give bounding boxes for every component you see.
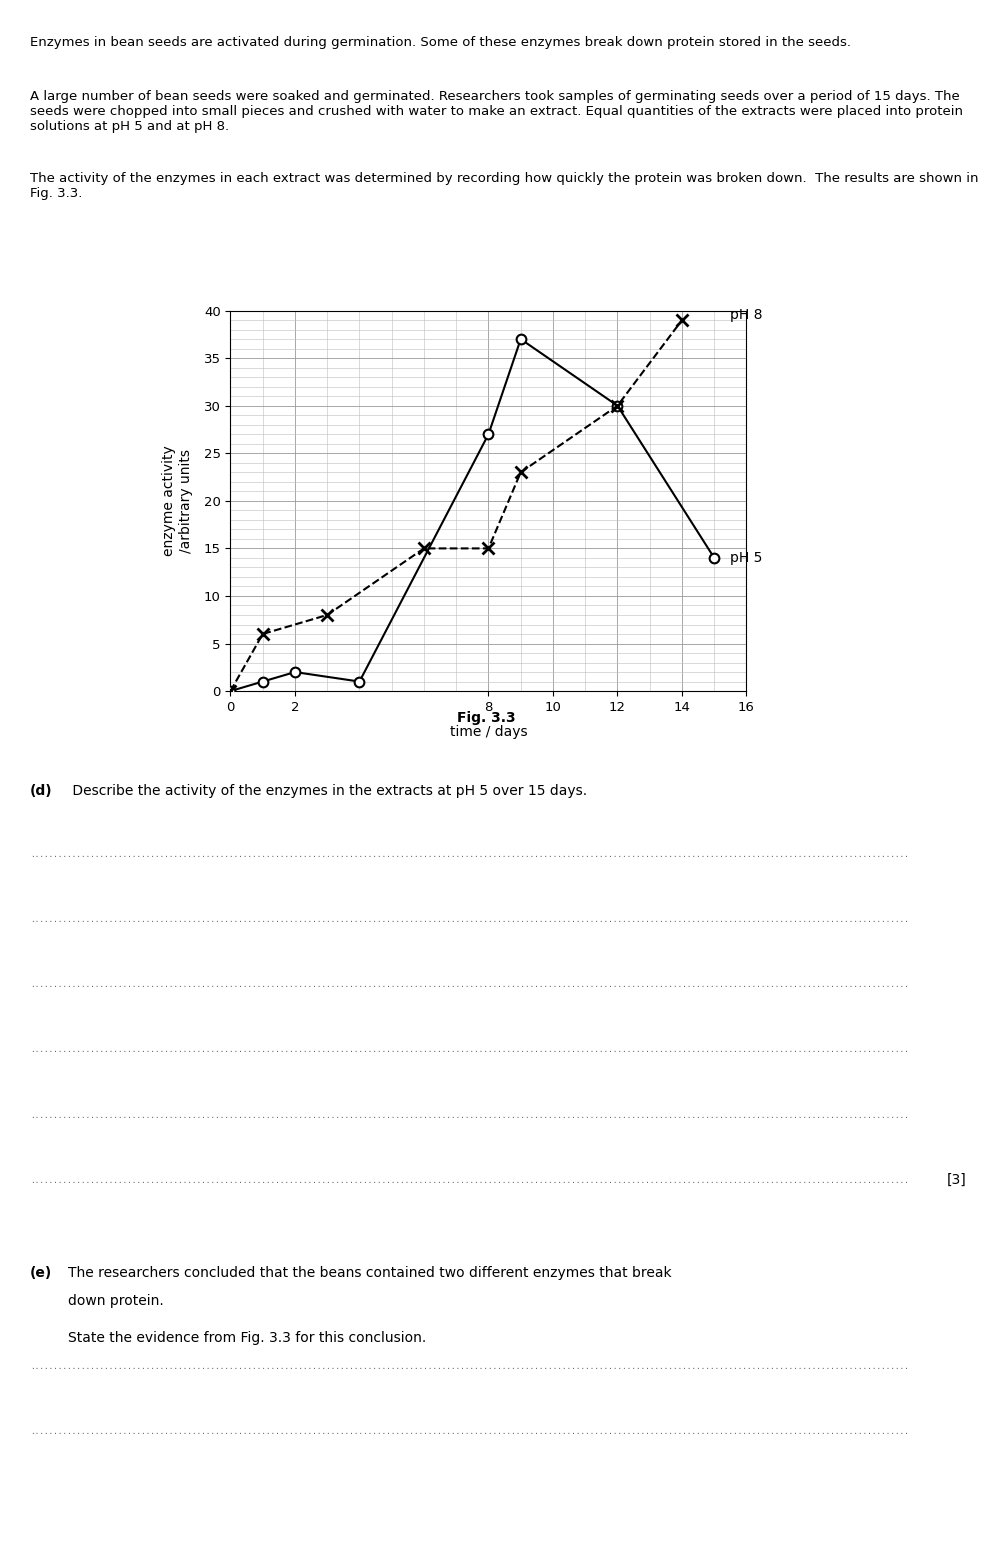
Text: ................................................................................: ........................................… [30, 1362, 909, 1371]
Text: ................................................................................: ........................................… [30, 849, 909, 859]
Text: pH 5: pH 5 [730, 551, 763, 565]
Text: Enzymes in bean seeds are activated during germination. Some of these enzymes br: Enzymes in bean seeds are activated duri… [30, 36, 851, 48]
Text: ................................................................................: ........................................… [30, 1176, 909, 1185]
Text: [3]: [3] [947, 1173, 967, 1188]
Text: Fig. 3.3: Fig. 3.3 [457, 711, 515, 725]
Text: Describe the activity of the enzymes in the extracts at pH 5 over 15 days.: Describe the activity of the enzymes in … [68, 784, 587, 798]
Text: ................................................................................: ........................................… [30, 1110, 909, 1120]
Text: State the evidence from Fig. 3.3 for this conclusion.: State the evidence from Fig. 3.3 for thi… [68, 1331, 427, 1345]
Text: ................................................................................: ........................................… [30, 915, 909, 924]
Text: pH 8: pH 8 [730, 309, 763, 323]
Y-axis label: enzyme activity
/arbitrary units: enzyme activity /arbitrary units [162, 446, 192, 556]
Text: down protein.: down protein. [68, 1294, 164, 1308]
Text: (d): (d) [30, 784, 53, 798]
Text: ................................................................................: ........................................… [30, 980, 909, 989]
Text: (e): (e) [30, 1266, 52, 1280]
Text: ................................................................................: ........................................… [30, 1045, 909, 1054]
Text: ................................................................................: ........................................… [30, 1427, 909, 1437]
Text: A large number of bean seeds were soaked and germinated. Researchers took sample: A large number of bean seeds were soaked… [30, 90, 963, 134]
X-axis label: time / days: time / days [450, 725, 527, 739]
Text: The activity of the enzymes in each extract was determined by recording how quic: The activity of the enzymes in each extr… [30, 172, 979, 200]
Text: The researchers concluded that the beans contained two different enzymes that br: The researchers concluded that the beans… [68, 1266, 671, 1280]
